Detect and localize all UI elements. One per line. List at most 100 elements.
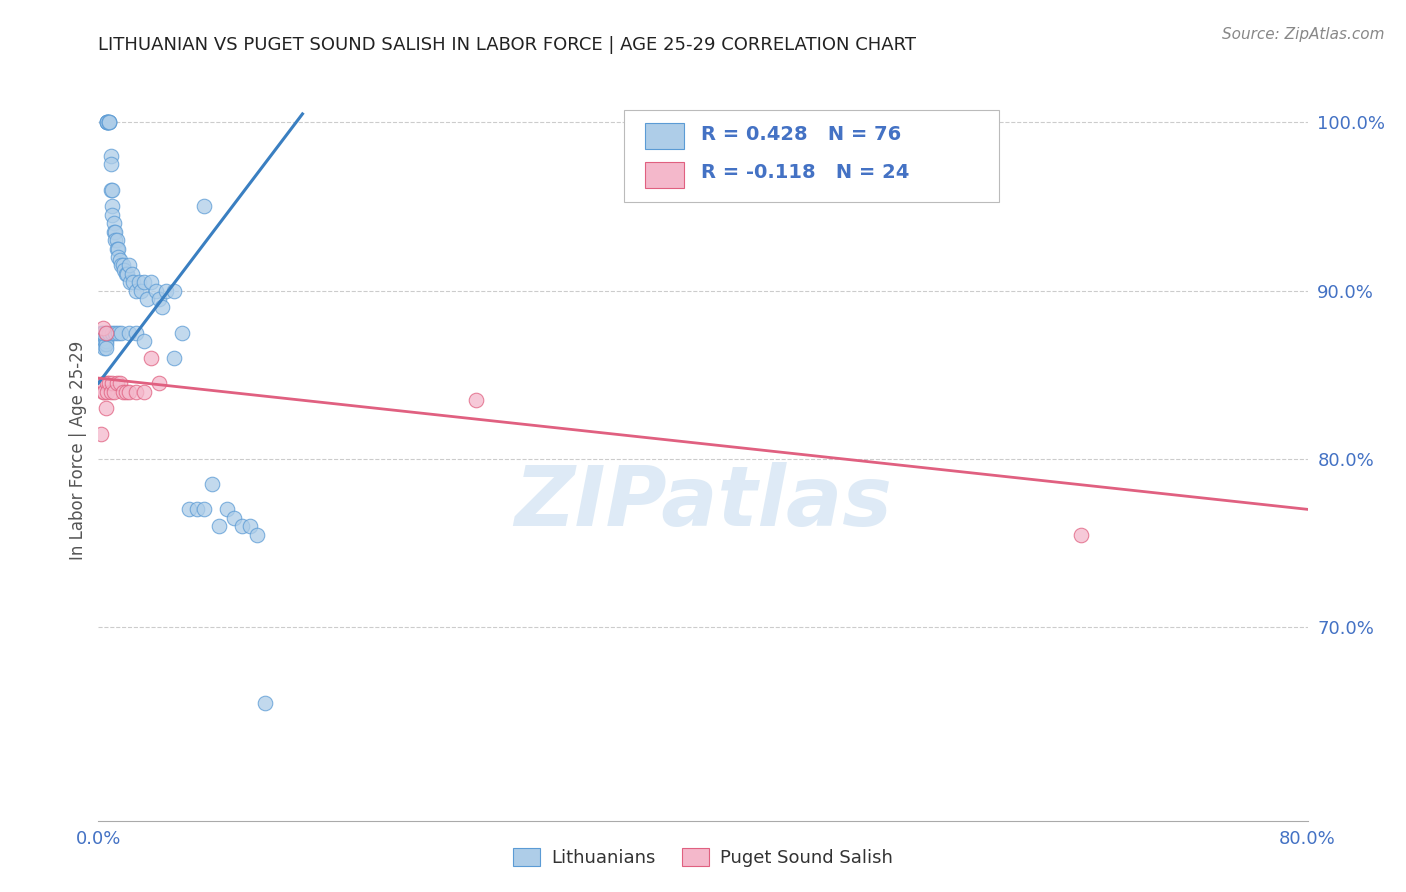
Point [104, 225, 127, 239]
Point [239, 519, 262, 533]
Point [96, 115, 118, 129]
Text: Source: ZipAtlas.com: Source: ZipAtlas.com [1222, 27, 1385, 42]
Point [91, 326, 114, 340]
Point [125, 284, 148, 298]
Point [94, 326, 117, 340]
FancyBboxPatch shape [624, 110, 1000, 202]
Point [118, 326, 141, 340]
Point [125, 326, 148, 340]
Point [193, 502, 215, 516]
Point [129, 284, 152, 298]
Point [91, 331, 114, 345]
Point [114, 384, 136, 399]
Point [104, 326, 127, 340]
Point [120, 275, 142, 289]
Point [91, 334, 114, 348]
Point [148, 292, 170, 306]
Point [148, 376, 170, 391]
Point [122, 275, 145, 289]
Point [121, 267, 143, 281]
Point [111, 384, 134, 399]
Point [208, 519, 231, 533]
Point [96, 384, 118, 399]
Point [91, 320, 114, 334]
Point [101, 208, 124, 222]
Point [93, 334, 115, 348]
Point [108, 376, 131, 391]
Text: R = -0.118   N = 24: R = -0.118 N = 24 [700, 163, 908, 182]
Point [101, 183, 124, 197]
Point [100, 384, 122, 399]
Point [145, 284, 167, 298]
Point [215, 502, 238, 516]
Point [193, 199, 215, 213]
Point [98, 326, 121, 340]
Point [179, 502, 201, 516]
Point [1070, 527, 1092, 541]
Point [150, 301, 173, 315]
Point [100, 157, 122, 171]
Point [96, 115, 118, 129]
Point [104, 233, 127, 247]
Point [94, 337, 117, 351]
Y-axis label: In Labor Force | Age 25-29: In Labor Force | Age 25-29 [69, 341, 87, 560]
Point [100, 149, 122, 163]
Point [465, 392, 488, 407]
Point [93, 337, 115, 351]
Bar [645, 123, 683, 149]
Point [135, 292, 157, 306]
Point [94, 326, 117, 340]
Text: R = 0.428   N = 76: R = 0.428 N = 76 [700, 125, 901, 144]
Point [93, 341, 115, 355]
Point [91, 384, 114, 399]
Point [101, 199, 124, 213]
Text: ZIPatlas: ZIPatlas [515, 462, 891, 543]
Point [91, 337, 114, 351]
Point [105, 233, 128, 247]
Point [231, 519, 253, 533]
Point [90, 326, 112, 340]
Point [98, 376, 121, 391]
Point [163, 351, 186, 365]
Text: LITHUANIAN VS PUGET SOUND SALISH IN LABOR FORCE | AGE 25-29 CORRELATION CHART: LITHUANIAN VS PUGET SOUND SALISH IN LABO… [98, 36, 917, 54]
Point [201, 477, 224, 491]
Point [186, 502, 208, 516]
Point [155, 284, 177, 298]
Point [170, 326, 193, 340]
Point [112, 263, 135, 277]
Point [101, 376, 124, 391]
Point [107, 326, 129, 340]
Point [96, 115, 118, 129]
Point [118, 384, 141, 399]
Point [93, 384, 115, 399]
Point [110, 258, 132, 272]
Point [98, 115, 121, 129]
Point [115, 267, 138, 281]
Point [114, 267, 136, 281]
Point [93, 376, 115, 391]
Point [246, 527, 269, 541]
Point [103, 216, 125, 230]
Point [111, 258, 134, 272]
Point [103, 225, 125, 239]
Point [253, 696, 276, 710]
Point [98, 115, 121, 129]
Point [100, 183, 122, 197]
Point [101, 326, 124, 340]
Point [94, 401, 117, 416]
Point [108, 253, 131, 268]
Point [125, 384, 148, 399]
Point [118, 258, 141, 272]
Point [107, 242, 129, 256]
Point [132, 275, 155, 289]
Point [141, 275, 163, 289]
Point [96, 115, 118, 129]
Point [128, 275, 150, 289]
Point [132, 384, 155, 399]
Bar [645, 161, 683, 187]
Legend: Lithuanians, Puget Sound Salish: Lithuanians, Puget Sound Salish [506, 841, 900, 874]
Point [103, 384, 125, 399]
Point [163, 284, 186, 298]
Point [94, 334, 117, 348]
Point [141, 351, 163, 365]
